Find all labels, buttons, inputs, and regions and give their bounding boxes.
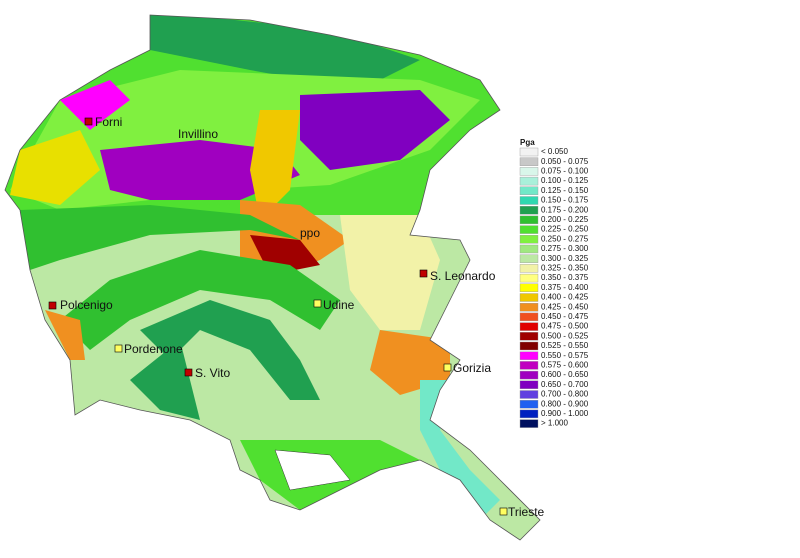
- place-marker: [48, 301, 57, 310]
- place-label: S. Vito: [195, 366, 230, 380]
- legend-swatch: [519, 390, 539, 399]
- place-label: Forni: [95, 115, 122, 129]
- place-label: Udine: [323, 298, 355, 312]
- place-label: Pordenone: [124, 342, 183, 356]
- legend-label: 0.100 - 0.125: [541, 176, 589, 185]
- legend-label: 0.450 - 0.475: [541, 312, 589, 321]
- legend-swatch: [519, 254, 539, 263]
- legend-swatch: [519, 380, 539, 389]
- legend-label: 0.050 - 0.075: [541, 157, 589, 166]
- legend-swatch: [519, 186, 539, 196]
- place-marker: [84, 117, 93, 126]
- legend-swatch: [519, 312, 539, 322]
- place-label: Invillino: [178, 127, 218, 141]
- legend-label: 0.525 - 0.550: [541, 341, 589, 350]
- legend-label: 0.375 - 0.400: [541, 283, 589, 292]
- legend-swatch: [519, 341, 539, 351]
- place-label: Gorizia: [453, 361, 491, 375]
- legend-label: 0.275 - 0.300: [541, 244, 589, 253]
- place-marker: [114, 344, 123, 353]
- legend-swatch: [519, 370, 539, 380]
- legend-swatch: [519, 419, 539, 428]
- place-marker: [313, 299, 322, 308]
- legend-label: 0.650 - 0.700: [541, 380, 589, 389]
- legend-swatch: [519, 215, 539, 225]
- legend-label: 0.325 - 0.350: [541, 264, 589, 273]
- place-marker: [184, 368, 193, 377]
- legend-swatch: [519, 225, 539, 234]
- legend-swatch: [519, 264, 539, 273]
- legend-swatch: [519, 205, 539, 215]
- legend-swatch: [519, 332, 539, 341]
- place-label: Trieste: [508, 505, 545, 519]
- place-label: ppo: [300, 226, 320, 240]
- legend-label: 0.200 - 0.225: [541, 215, 589, 224]
- legend-label: 0.400 - 0.425: [541, 293, 589, 302]
- legend-label: 0.500 - 0.525: [541, 331, 589, 340]
- legend-label: 0.075 - 0.100: [541, 167, 589, 176]
- legend-label: 0.350 - 0.375: [541, 273, 589, 282]
- legend-label: 0.800 - 0.900: [541, 399, 589, 408]
- legend-swatch: [519, 244, 539, 254]
- legend-label: 0.150 - 0.175: [541, 196, 589, 205]
- legend-label: 0.225 - 0.250: [541, 225, 589, 234]
- legend-swatch: [519, 176, 539, 186]
- legend-title: Pga: [520, 138, 535, 147]
- legend-label: 0.175 - 0.200: [541, 205, 589, 214]
- legend-swatch: [519, 322, 539, 331]
- legend-swatch: [519, 235, 539, 244]
- legend-swatch: [519, 273, 539, 283]
- place-marker: [419, 269, 428, 278]
- legend-label: 0.700 - 0.800: [541, 390, 589, 399]
- place-label: S. Leonardo: [430, 269, 496, 283]
- legend-swatch: [519, 409, 539, 419]
- legend-swatch: [519, 167, 539, 176]
- legend-label: 0.550 - 0.575: [541, 351, 589, 360]
- legend-swatch: [519, 147, 539, 157]
- place-marker: [443, 363, 452, 372]
- legend-label: 0.250 - 0.275: [541, 234, 589, 243]
- legend-swatch: [519, 157, 539, 166]
- legend-swatch: [519, 283, 539, 292]
- legend-swatch: [519, 293, 539, 302]
- legend-label: 0.575 - 0.600: [541, 361, 589, 370]
- place-label: Polcenigo: [60, 298, 113, 312]
- legend-swatch: [519, 196, 539, 205]
- legend-swatch: [519, 303, 539, 312]
- legend-label: 0.425 - 0.450: [541, 302, 589, 311]
- legend-label: 0.600 - 0.650: [541, 370, 589, 379]
- legend-swatch: [519, 351, 539, 360]
- legend-label: 0.900 - 1.000: [541, 409, 589, 418]
- legend-label: > 1.000: [541, 419, 568, 428]
- region-outline: [4, 14, 541, 541]
- legend-label: 0.300 - 0.325: [541, 254, 589, 263]
- legend-swatch: [519, 400, 539, 409]
- legend-label: 0.125 - 0.150: [541, 186, 589, 195]
- place-marker: [499, 507, 508, 516]
- legend-label: 0.475 - 0.500: [541, 322, 589, 331]
- legend-label: < 0.050: [541, 147, 568, 156]
- legend-swatch: [519, 361, 539, 370]
- places: Forni Invillino ppo S. Leonardo Polcenig…: [48, 115, 545, 519]
